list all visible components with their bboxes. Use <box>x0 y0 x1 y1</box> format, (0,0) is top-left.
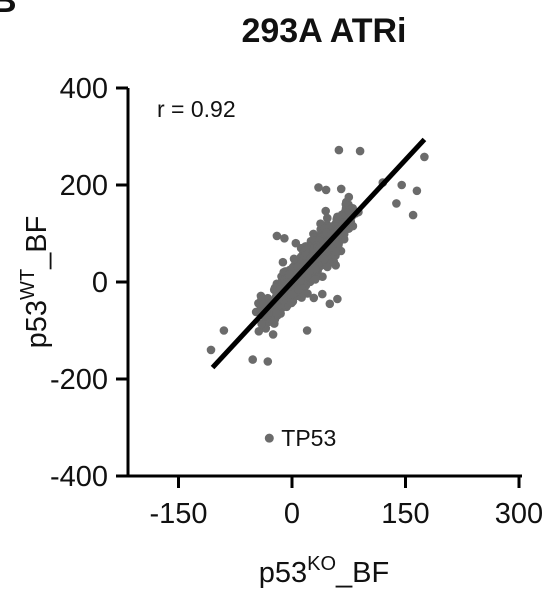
data-point <box>263 357 273 366</box>
y-axis-label-suffix: _BF <box>21 216 53 270</box>
highlighted-point <box>264 433 274 443</box>
regression-line <box>210 137 427 370</box>
data-point <box>294 285 303 294</box>
x-tick-label: -150 <box>149 498 207 530</box>
x-tick-label: 0 <box>284 498 300 530</box>
y-tick-label: 0 <box>92 267 108 299</box>
data-point <box>248 355 257 364</box>
data-point <box>336 184 346 194</box>
data-point <box>302 326 312 335</box>
data-point <box>272 231 282 241</box>
data-point <box>206 345 216 355</box>
x-tick-label: 150 <box>381 498 429 530</box>
data-point <box>320 254 329 264</box>
chart-title: 293A ATRi <box>241 12 406 50</box>
x-axis-label-sup: KO <box>307 553 336 575</box>
data-point <box>333 212 342 222</box>
y-tick-label: -400 <box>50 461 108 493</box>
highlighted-point-label: TP53 <box>281 425 336 451</box>
data-point <box>321 206 331 216</box>
data-point <box>325 299 335 309</box>
panel-letter: B <box>0 0 17 20</box>
data-point <box>412 186 422 196</box>
data-point <box>321 185 331 195</box>
data-point <box>420 152 429 162</box>
data-point <box>285 270 295 279</box>
data-point <box>323 213 332 223</box>
data-point <box>397 180 407 190</box>
data-point <box>392 199 401 208</box>
axes <box>126 88 522 478</box>
y-axis-label: p53WT_BF <box>17 216 53 349</box>
data-point <box>355 146 365 156</box>
x-axis-label-base: p53 <box>259 557 307 589</box>
data-point <box>314 183 323 192</box>
x-axis-label: p53KO_BF <box>259 553 389 589</box>
data-point <box>311 275 320 284</box>
data-point <box>293 262 302 272</box>
x-axis-label-suffix: _BF <box>335 557 389 589</box>
data-point <box>272 308 281 318</box>
data-point <box>219 326 229 335</box>
y-axis-label-base: p53 <box>21 300 53 348</box>
data-point <box>286 290 296 300</box>
data-point <box>257 319 266 329</box>
data-point <box>318 289 327 299</box>
data-point <box>280 234 289 243</box>
data-point <box>408 210 418 220</box>
data-point <box>318 272 327 282</box>
data-point <box>323 262 332 272</box>
data-point <box>334 145 344 155</box>
data-point <box>344 192 354 202</box>
y-tick-label: -200 <box>50 364 108 396</box>
y-tick-label: 200 <box>60 170 108 202</box>
data-point <box>289 254 299 264</box>
tick-group: -150 0 150 300 -400 -200 0 200 400 <box>50 73 543 530</box>
data-point <box>254 327 264 336</box>
y-tick-label: 400 <box>60 73 108 105</box>
data-point <box>278 257 288 267</box>
data-point <box>259 299 269 309</box>
data-point <box>309 293 319 303</box>
data-point <box>333 294 342 304</box>
y-axis-label-sup: WT <box>17 269 39 300</box>
data-point <box>291 238 301 248</box>
correlation-annotation: r = 0.92 <box>157 96 236 122</box>
data-point <box>268 330 278 339</box>
x-tick-label: 300 <box>495 498 543 530</box>
